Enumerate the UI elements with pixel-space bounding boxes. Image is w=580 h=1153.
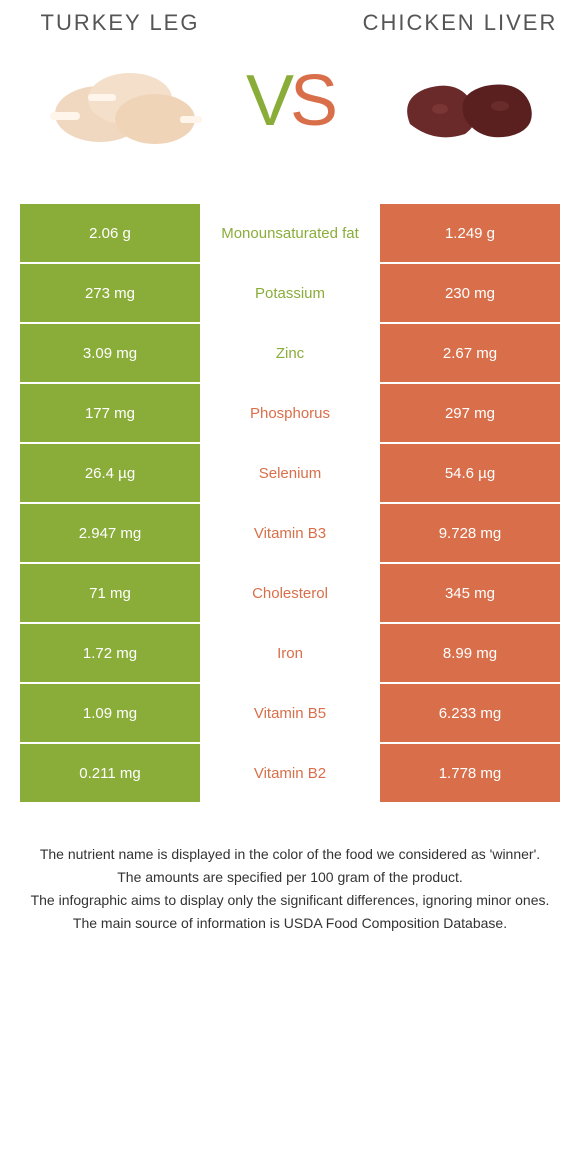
vs-label: VS — [246, 60, 334, 142]
left-value: 2.06 g — [20, 204, 200, 262]
left-food-column: TURKEY LEG — [20, 10, 220, 164]
left-value: 1.09 mg — [20, 684, 200, 742]
left-value: 177 mg — [20, 384, 200, 442]
right-food-title: CHICKEN LIVER — [363, 10, 558, 36]
left-value: 273 mg — [20, 264, 200, 322]
left-value: 2.947 mg — [20, 504, 200, 562]
right-food-column: CHICKEN LIVER — [360, 10, 560, 164]
footer-line: The amounts are specified per 100 gram o… — [20, 867, 560, 888]
table-row: 2.947 mgVitamin B39.728 mg — [20, 504, 560, 564]
left-value: 0.211 mg — [20, 744, 200, 802]
table-row: 177 mgPhosphorus297 mg — [20, 384, 560, 444]
nutrient-label: Selenium — [200, 444, 380, 502]
right-value: 9.728 mg — [380, 504, 560, 562]
table-row: 0.211 mgVitamin B21.778 mg — [20, 744, 560, 804]
table-row: 71 mgCholesterol345 mg — [20, 564, 560, 624]
nutrient-label: Cholesterol — [200, 564, 380, 622]
nutrient-label: Vitamin B5 — [200, 684, 380, 742]
right-value: 6.233 mg — [380, 684, 560, 742]
nutrient-label: Vitamin B2 — [200, 744, 380, 802]
chicken-liver-icon — [370, 44, 550, 164]
left-value: 71 mg — [20, 564, 200, 622]
right-value: 1.249 g — [380, 204, 560, 262]
table-row: 2.06 gMonounsaturated fat1.249 g — [20, 204, 560, 264]
left-value: 1.72 mg — [20, 624, 200, 682]
vs-s: S — [290, 61, 334, 141]
right-value: 8.99 mg — [380, 624, 560, 682]
footer-line: The main source of information is USDA F… — [20, 913, 560, 934]
left-value: 26.4 µg — [20, 444, 200, 502]
left-food-title: TURKEY LEG — [41, 10, 200, 36]
right-value: 345 mg — [380, 564, 560, 622]
right-value: 1.778 mg — [380, 744, 560, 802]
footer-notes: The nutrient name is displayed in the co… — [20, 844, 560, 934]
table-row: 26.4 µgSelenium54.6 µg — [20, 444, 560, 504]
right-value: 230 mg — [380, 264, 560, 322]
nutrient-label: Zinc — [200, 324, 380, 382]
nutrient-label: Iron — [200, 624, 380, 682]
table-row: 3.09 mgZinc2.67 mg — [20, 324, 560, 384]
table-row: 1.72 mgIron8.99 mg — [20, 624, 560, 684]
right-value: 54.6 µg — [380, 444, 560, 502]
left-value: 3.09 mg — [20, 324, 200, 382]
nutrient-table: 2.06 gMonounsaturated fat1.249 g273 mgPo… — [20, 204, 560, 804]
vs-v: V — [246, 61, 290, 141]
footer-line: The nutrient name is displayed in the co… — [20, 844, 560, 865]
footer-line: The infographic aims to display only the… — [20, 890, 560, 911]
nutrient-label: Vitamin B3 — [200, 504, 380, 562]
nutrient-label: Phosphorus — [200, 384, 380, 442]
nutrient-label: Monounsaturated fat — [200, 204, 380, 262]
table-row: 273 mgPotassium230 mg — [20, 264, 560, 324]
table-row: 1.09 mgVitamin B56.233 mg — [20, 684, 560, 744]
header: TURKEY LEG VS CHICKEN LIVER — [0, 0, 580, 184]
right-value: 297 mg — [380, 384, 560, 442]
nutrient-label: Potassium — [200, 264, 380, 322]
right-value: 2.67 mg — [380, 324, 560, 382]
turkey-leg-icon — [30, 44, 210, 164]
